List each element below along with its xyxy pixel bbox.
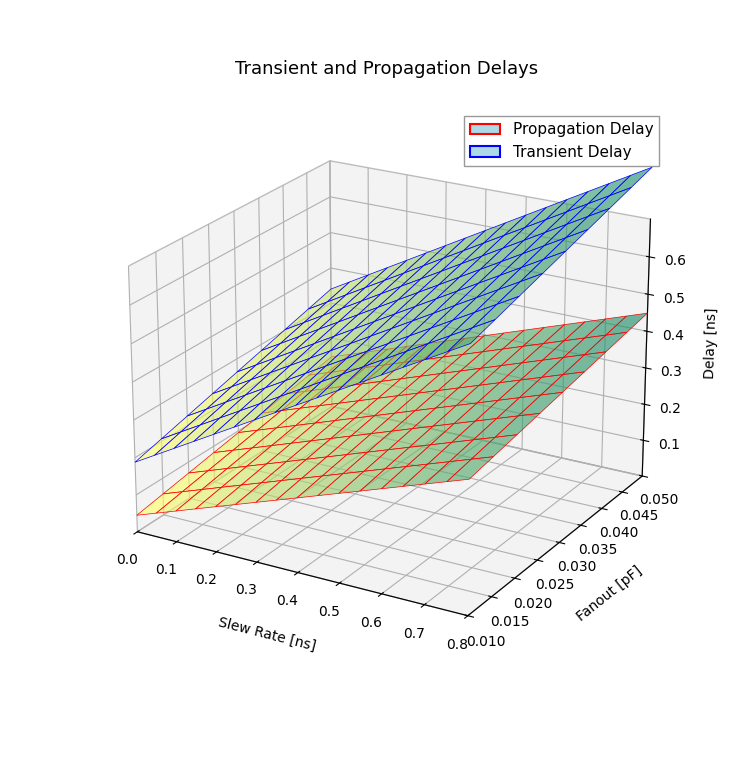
X-axis label: Slew Rate [ns]: Slew Rate [ns]	[217, 615, 318, 654]
Y-axis label: Fanout [pF]: Fanout [pF]	[575, 563, 645, 624]
Legend: Propagation Delay, Transient Delay: Propagation Delay, Transient Delay	[464, 116, 659, 166]
Title: Transient and Propagation Delays: Transient and Propagation Delays	[236, 61, 538, 78]
